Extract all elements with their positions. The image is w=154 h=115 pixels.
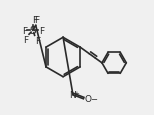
Text: F: F (22, 27, 27, 36)
Text: N: N (70, 90, 76, 99)
Text: F: F (39, 27, 44, 36)
Text: F: F (35, 37, 40, 46)
Text: F: F (32, 16, 37, 25)
Text: +: + (73, 90, 79, 96)
Text: S: S (30, 26, 36, 36)
Text: F: F (34, 16, 39, 25)
Text: F: F (23, 36, 28, 44)
Text: O: O (85, 94, 92, 103)
Text: −: − (90, 94, 97, 103)
